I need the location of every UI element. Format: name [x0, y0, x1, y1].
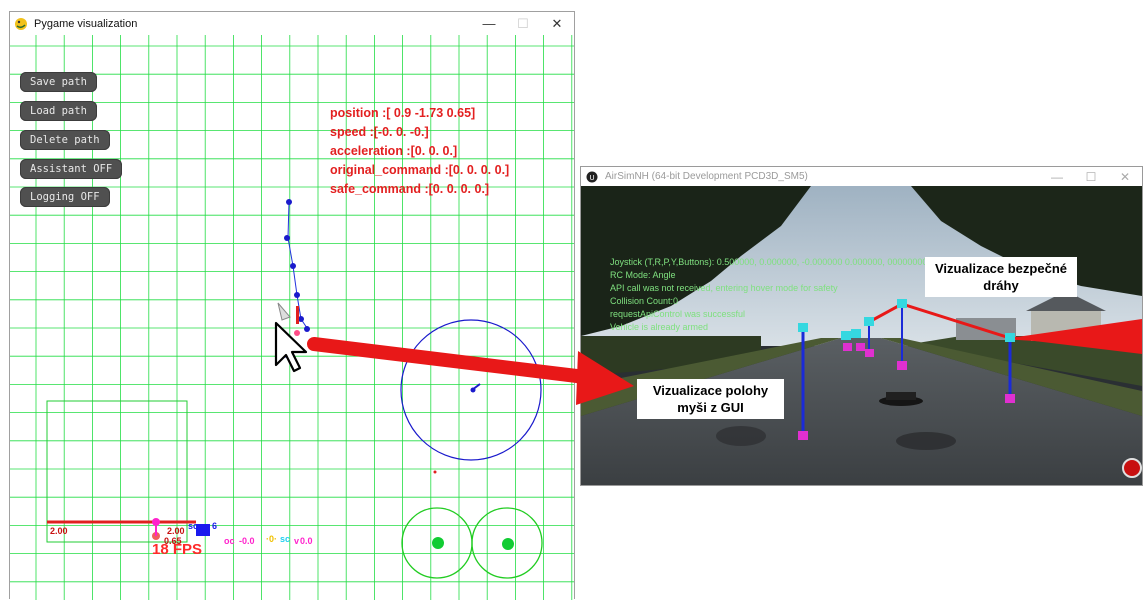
- yaw-bar: [196, 524, 210, 536]
- drone-position-marker: [294, 330, 300, 336]
- speed-circle: [400, 319, 542, 461]
- sc-label: sc: [188, 521, 199, 531]
- safe-path-label: Vizualizace bezpečné dráhy: [925, 257, 1077, 297]
- sc-value: 6: [212, 521, 218, 531]
- safe-command-readout: safe_command :[0. 0. 0. 0.]: [330, 182, 490, 196]
- airsim-titlebar: U AirSimNH (64-bit Development PCD3D_SM5…: [581, 167, 1142, 186]
- hud-line: API call was not received, entering hove…: [610, 283, 838, 293]
- mouse-position-label: Vizualizace polohy myši z GUI: [637, 379, 784, 419]
- pygame-snake-icon: [14, 17, 28, 31]
- delete-path-button[interactable]: Delete path: [20, 130, 110, 150]
- record-button[interactable]: [1122, 458, 1142, 478]
- svg-text:U: U: [589, 174, 594, 182]
- original-command-readout: original_command :[0. 0. 0. 0.]: [330, 163, 510, 177]
- oc-value: -0.0: [239, 536, 255, 546]
- position-readout: position :[ 0.9 -1.73 0.65]: [330, 106, 476, 120]
- grid-lines: [10, 35, 574, 600]
- scene-render: [581, 186, 1142, 485]
- hud-line: Collision Count:0: [610, 296, 679, 306]
- hud-line: Joystick (T,R,P,Y,Buttons): 0.500000, 0.…: [610, 257, 928, 267]
- maximize-button[interactable]: ☐: [1085, 169, 1097, 184]
- mouse-cursor-icon: [274, 321, 308, 373]
- altitude-box: [46, 400, 188, 543]
- pygame-drawing: [10, 35, 574, 600]
- height-value: 0.65: [164, 536, 182, 546]
- simulation-view[interactable]: Joystick (T,R,P,Y,Buttons): 0.500000, 0.…: [581, 186, 1142, 485]
- logging-toggle-button[interactable]: Logging OFF: [20, 187, 110, 207]
- close-button[interactable]: ✕: [1119, 169, 1131, 184]
- speed-readout: speed :[-0. 0. -0.]: [330, 125, 429, 139]
- right-joystick-dot: [502, 538, 514, 550]
- pygame-window: Pygame visualization — ☐ ✕: [9, 11, 575, 600]
- save-path-button[interactable]: Save path: [20, 72, 97, 92]
- acceleration-readout: acceleration :[0. 0. 0.]: [330, 144, 458, 158]
- hud-line: requestApiControl was successful: [610, 309, 746, 319]
- sc-mid-label: sc: [280, 534, 291, 544]
- left-joystick-dot: [432, 537, 444, 549]
- close-button[interactable]: ✕: [551, 15, 563, 31]
- pygame-window-title: Pygame visualization: [34, 17, 138, 30]
- pygame-titlebar: Pygame visualization — ☐ ✕: [10, 12, 574, 35]
- v-label: v: [294, 536, 300, 546]
- hud-line: RC Mode: Angle: [610, 270, 676, 280]
- hud-line: Vehicle is already armed: [610, 322, 709, 332]
- right-joystick-circle: [471, 507, 543, 579]
- minimize-button[interactable]: —: [482, 15, 496, 31]
- safe-path-visualization: [798, 299, 1142, 440]
- assistant-toggle-button[interactable]: Assistant OFF: [20, 159, 123, 179]
- mid-bar-value: 2.00: [167, 526, 185, 536]
- oc-marker: ·0·: [266, 534, 277, 544]
- fps-counter: 18 FPS: [152, 541, 203, 558]
- load-path-button[interactable]: Load path: [20, 101, 97, 121]
- pygame-canvas[interactable]: Save path Load path Delete path Assistan…: [10, 35, 574, 600]
- left-bar-value: 2.00: [50, 526, 68, 536]
- hud-overlay: Joystick (T,R,P,Y,Buttons): 0.500000, 0.…: [610, 256, 927, 334]
- unreal-icon: U: [585, 170, 599, 184]
- drone-model: [879, 392, 923, 406]
- maximize-button[interactable]: ☐: [517, 15, 529, 31]
- v-value: 0.0: [300, 536, 313, 546]
- airsim-window: U AirSimNH (64-bit Development PCD3D_SM5…: [580, 166, 1143, 486]
- yaw-indicator: [277, 302, 291, 321]
- minimize-button[interactable]: —: [1051, 169, 1063, 184]
- airsim-window-title: AirSimNH (64-bit Development PCD3D_SM5): [605, 171, 808, 182]
- drone-heading-marker: [296, 306, 299, 324]
- oc-label: oc: [224, 536, 235, 546]
